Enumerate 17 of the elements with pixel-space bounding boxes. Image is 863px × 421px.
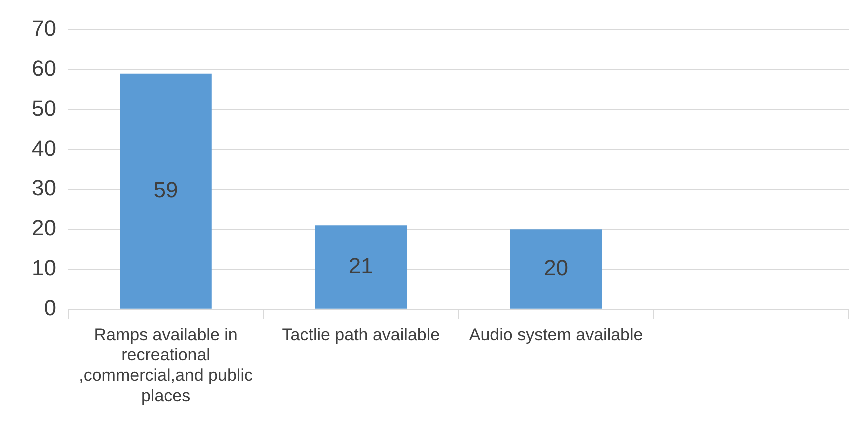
- y-tick-label: 10: [32, 256, 56, 281]
- data-label: 21: [348, 253, 374, 278]
- bar: [120, 74, 212, 309]
- y-tick-label: 50: [32, 96, 56, 121]
- y-tick-label: 60: [32, 56, 56, 81]
- data-label: 59: [154, 177, 178, 202]
- x-tick-label: Ramps available in recreational ,commercial,and public places: [79, 325, 254, 406]
- bar: [510, 230, 602, 309]
- bar: [315, 226, 408, 309]
- y-tick-label: 70: [32, 16, 56, 42]
- y-tick-label: 20: [32, 216, 56, 241]
- y-tick-label: 30: [32, 176, 56, 201]
- y-tick-label: 0: [44, 295, 56, 320]
- data-label: 20: [544, 255, 569, 280]
- x-tick-label: Audio system available: [469, 325, 644, 344]
- y-tick-label: 40: [32, 136, 56, 161]
- x-tick-label: Tactlie path available: [282, 325, 440, 344]
